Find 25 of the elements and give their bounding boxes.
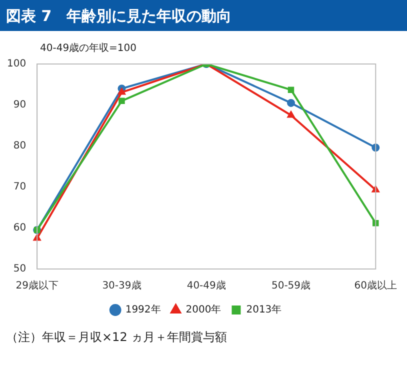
point [372,186,380,192]
x-tick-label: 29歳以下 [16,280,58,292]
point [33,234,41,241]
x-tick-label: 30-39歳 [102,280,142,292]
y-tick-label: 100 [6,58,26,70]
x-tick-label: 50-59歳 [271,280,311,292]
y-tick-label: 90 [13,100,26,111]
point [118,98,125,104]
chart-subtitle: 40-49歳の年収=100 [40,42,138,55]
point [372,220,379,226]
y-tick-label: 80 [13,140,26,152]
point [288,86,294,93]
point [118,88,126,95]
legend-label: 2013年 [246,304,282,316]
point [287,98,295,107]
x-tick-label: 40-49歳 [186,280,226,292]
point [287,111,295,118]
chart-title: 図表 7 年齢別に見た年収の動向 [0,0,407,31]
x-tick-label: 60歳以上 [354,280,398,292]
y-tick-label: 50 [13,264,26,275]
y-tick-label: 70 [13,182,26,193]
text: （注）年収＝月収×12 ヵ月＋年間賞与額 [6,329,228,346]
legend-label: 2000年 [186,304,222,316]
y-tick-label: 60 [13,222,26,234]
legend-label: 1992年 [125,304,161,316]
